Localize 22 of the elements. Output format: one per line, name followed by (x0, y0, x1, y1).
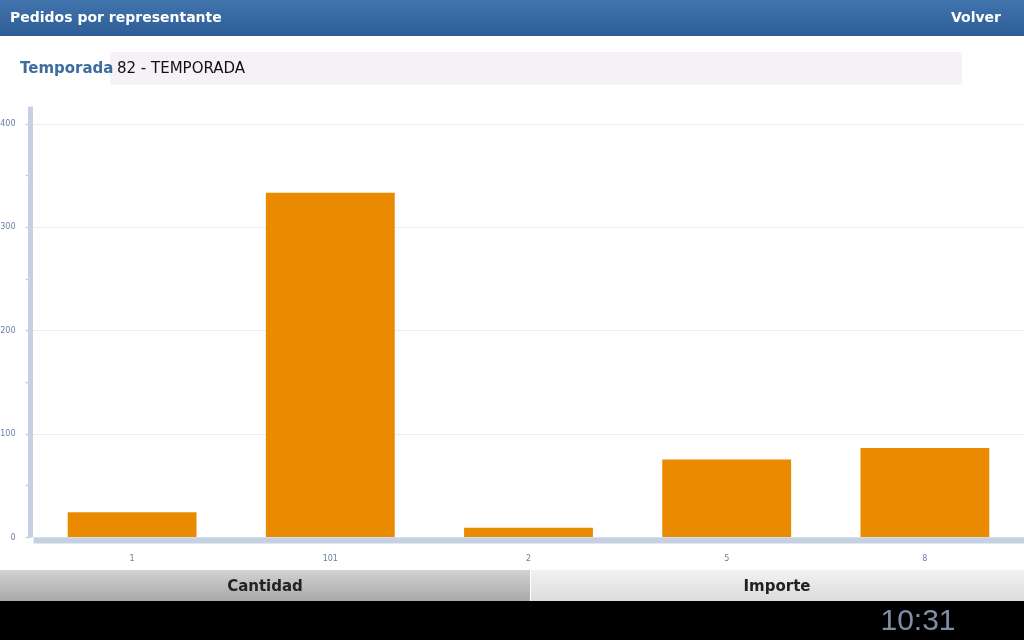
bar (464, 527, 593, 537)
y-tick-label: 200 (0, 325, 16, 335)
chart-title: Pedidos por representante (10, 9, 222, 25)
bar (265, 192, 395, 537)
text: Cantidad (227, 577, 303, 595)
text: Importe (743, 577, 811, 595)
text: 82 - TEMPORADA (117, 59, 246, 77)
text: Temporada (20, 59, 114, 77)
x-tick-label: 1 (129, 553, 135, 563)
y-tick-label: 100 (0, 429, 16, 439)
y-tick-label: 400 (0, 119, 16, 129)
text: 10:31 (880, 603, 956, 636)
bar (662, 459, 792, 537)
x-tick-label: 2 (525, 553, 532, 563)
text: Volver (950, 9, 1002, 25)
x-tick-label: 5 (724, 553, 730, 563)
bar (67, 512, 197, 537)
y-tick-label: 0 (10, 532, 16, 542)
x-tick-label: 8 (922, 553, 928, 563)
y-tick-label: 300 (0, 222, 16, 232)
bar (860, 448, 990, 537)
x-tick-label: 101 (322, 553, 338, 563)
